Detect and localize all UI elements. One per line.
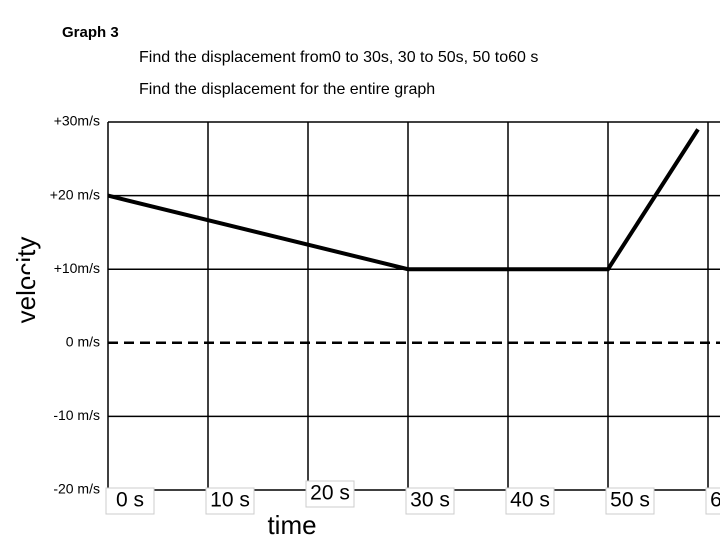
y-tick-box: [30, 405, 104, 428]
x-axis-title: time: [267, 510, 316, 540]
chart-title: Graph 3: [62, 24, 119, 41]
y-tick-box: [30, 184, 104, 207]
y-tick-box: [30, 331, 104, 354]
y-tick-label: +10m/s: [54, 260, 100, 276]
x-tick-box: [505, 487, 555, 515]
x-tick-label: 60 s: [710, 489, 720, 512]
x-tick-box: [205, 487, 255, 515]
x-tick-box: [605, 487, 655, 515]
x-tick-box: [105, 487, 155, 515]
y-tick-box: [30, 258, 104, 281]
y-tick-label: -20 m/s: [53, 481, 100, 497]
x-tick-label: 10 s: [210, 489, 250, 512]
y-tick-label: +20 m/s: [50, 186, 100, 202]
y-tick-box: [30, 479, 104, 501]
x-tick-label: 40 s: [510, 489, 550, 512]
annotation: Find the displacement for the entire gra…: [139, 81, 435, 98]
x-tick-label: 20 s: [310, 482, 350, 505]
x-tick-box: [405, 487, 455, 515]
x-tick-box: [305, 480, 355, 508]
y-tick-label: 0 m/s: [66, 334, 100, 350]
x-tick-label: 30 s: [410, 489, 450, 512]
annotation: Find the displacement from0 to 30s, 30 t…: [139, 49, 538, 66]
y-tick-box: [30, 111, 104, 133]
data-line: [107, 128, 700, 272]
y-tick-label: -10 m/s: [53, 407, 100, 423]
x-tick-label: 50 s: [610, 489, 650, 512]
x-tick-label: 0 s: [116, 489, 144, 512]
y-tick-label: +30m/s: [54, 113, 100, 129]
x-tick-box: [705, 487, 720, 515]
